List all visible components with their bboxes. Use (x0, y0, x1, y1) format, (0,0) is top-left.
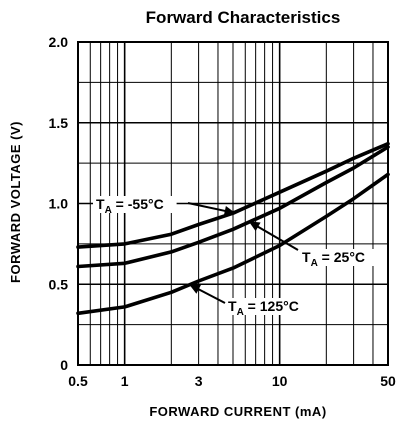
x-axis-label: FORWARD CURRENT (mA) (149, 404, 326, 419)
y-tick-label: 1.0 (49, 196, 69, 212)
annotation-bg-2 (225, 298, 309, 315)
x-tick-label: 50 (380, 373, 396, 389)
x-tick-label: 10 (272, 373, 288, 389)
annotation-label-2: TA = 125°C (228, 298, 299, 318)
annotations: TA = -55°C TA = 25°C TA = 125°C (93, 196, 375, 318)
y-tick-label: 2.0 (49, 34, 69, 50)
y-axis-label: FORWARD VOLTAGE (V) (8, 121, 23, 283)
x-tick-label: 0.5 (68, 373, 88, 389)
plot-frame (77, 41, 389, 366)
y-tick-label: 1.5 (49, 115, 69, 131)
y-tick-label: 0.5 (49, 276, 69, 292)
annotation-arrowhead-1 (248, 221, 261, 232)
annotation-bg-0 (93, 196, 177, 213)
annotation-bg-1 (299, 249, 375, 266)
annotation-arrowhead-2 (189, 284, 201, 294)
annotation-label-0: TA = -55°C (96, 196, 164, 216)
chart-title: Forward Characteristics (146, 8, 341, 27)
series-line-1 (76, 145, 390, 269)
annotation-label-1: TA = 25°C (302, 249, 365, 269)
x-tick-label: 3 (195, 373, 203, 389)
series-line-2 (76, 172, 390, 316)
x-tick-label: 1 (121, 373, 129, 389)
y-tick-label: 0 (60, 357, 68, 373)
annotation-arrowhead-0 (223, 206, 236, 216)
